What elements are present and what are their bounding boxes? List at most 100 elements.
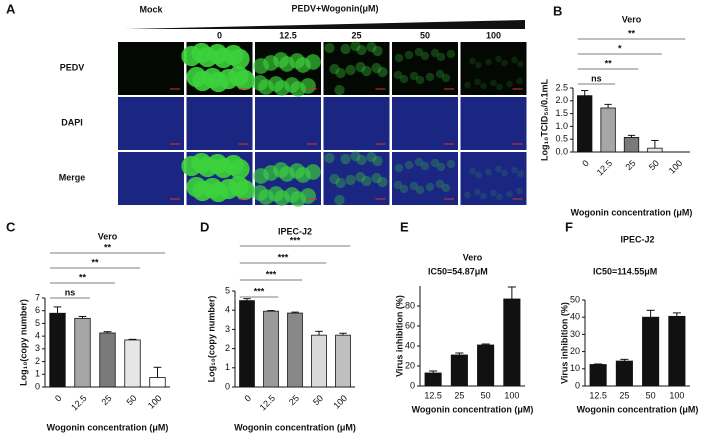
fluorescence (394, 53, 404, 63)
x-axis-label: Wogonin concentration (μM) (47, 422, 169, 432)
fluorescence (295, 167, 311, 183)
bar (335, 334, 351, 388)
y-tick-label: 5 (225, 285, 230, 295)
fluorescence (274, 80, 290, 96)
column-label: 12.5 (279, 30, 297, 40)
bar (49, 312, 66, 388)
x-tick-label: 50 (124, 393, 138, 407)
fluorescence (366, 151, 377, 163)
y-tick-label: 40 (405, 340, 415, 350)
fluorescence (335, 177, 346, 189)
fluorescence (516, 77, 523, 85)
bar (124, 339, 141, 388)
fluorescence (377, 66, 388, 78)
bar (424, 372, 442, 387)
micrograph (118, 152, 184, 205)
micrograph (460, 42, 527, 95)
panel-label: D (200, 219, 209, 234)
fluorescence (441, 183, 451, 193)
x-tick-label: 25 (623, 158, 637, 172)
fluorescence (279, 166, 295, 182)
y-axis-label: Log₁₀TCID₅₀/0.1mL (539, 79, 549, 161)
fluorescence (229, 48, 250, 70)
fluorescence (474, 78, 481, 86)
y-tick-label: 60 (405, 320, 415, 330)
y-tick-label: 40 (570, 312, 580, 322)
fluorescence (506, 80, 513, 88)
micrograph (118, 97, 184, 150)
bar (577, 95, 593, 153)
fluorescence (366, 41, 377, 53)
fluorescence (229, 158, 250, 180)
fluorescence (404, 50, 414, 60)
bar (149, 377, 166, 388)
y-tick-label: 0 (575, 380, 580, 390)
micrograph (186, 97, 253, 150)
fluorescence (208, 181, 229, 203)
column-label: Mock (139, 4, 163, 14)
fluorescence (517, 60, 524, 68)
micrograph (392, 152, 458, 205)
significance-label: ** (104, 242, 112, 252)
x-tick-label: 50 (311, 393, 325, 407)
significance-label: ** (91, 257, 99, 267)
fluorescence (355, 61, 366, 73)
chart-title: Vero (622, 14, 642, 24)
fluorescence (490, 189, 497, 197)
fluorescence (446, 159, 456, 169)
fluorescence (208, 71, 229, 93)
y-tick-label: 3 (225, 324, 230, 334)
fluorescence (258, 189, 274, 205)
fluorescence (361, 65, 372, 77)
fluorescence (371, 172, 382, 184)
annotation: IC50=54.87μM (428, 266, 488, 276)
fluorescence (295, 57, 311, 73)
fluorescence (474, 188, 481, 196)
fluorescence (274, 190, 290, 206)
fluorescence (501, 59, 508, 67)
fluorescence (469, 57, 476, 65)
fluorescence (253, 58, 269, 74)
gradient-wedge (125, 20, 525, 29)
fluorescence (345, 174, 356, 186)
fluorescence (511, 56, 518, 64)
fluorescence (356, 44, 367, 56)
micrograph (323, 42, 390, 95)
fluorescence (414, 157, 424, 167)
x-tick-label: 50 (481, 390, 491, 400)
fluorescence (324, 42, 335, 54)
y-tick-label: 0.5 (555, 134, 568, 144)
bar (311, 334, 327, 388)
bar (503, 298, 521, 387)
y-axis-label: Virus inhibition (%) (394, 295, 404, 377)
micrograph (323, 97, 390, 150)
fluorescence (399, 184, 409, 194)
bar (263, 310, 279, 388)
y-axis-label: Log₁₀(copy number) (206, 296, 216, 383)
micrograph (392, 42, 458, 95)
fluorescence (511, 166, 518, 174)
fluorescence (441, 73, 451, 83)
bar (239, 300, 255, 388)
fluorescence (340, 43, 351, 55)
fluorescence (501, 169, 508, 177)
panel-label: C (6, 219, 16, 234)
bar (477, 344, 495, 387)
fluorescence (197, 156, 218, 178)
micrograph (323, 152, 390, 205)
fluorescence (409, 181, 419, 191)
x-axis-label: Wogonin concentration (μM) (234, 422, 356, 432)
x-tick-label: 25 (99, 393, 113, 407)
fluorescence (181, 45, 202, 67)
fluorescence (435, 69, 445, 79)
y-tick-label: 0 (225, 381, 230, 391)
bar (74, 317, 91, 388)
y-tick-label: 0 (35, 381, 40, 391)
fluorescence (480, 192, 487, 200)
fluorescence (192, 70, 213, 92)
fluorescence (409, 71, 419, 81)
fluorescence (340, 153, 351, 165)
fluorescence (290, 191, 306, 207)
fluorescence (446, 49, 456, 59)
significance-label: ns (591, 73, 602, 83)
